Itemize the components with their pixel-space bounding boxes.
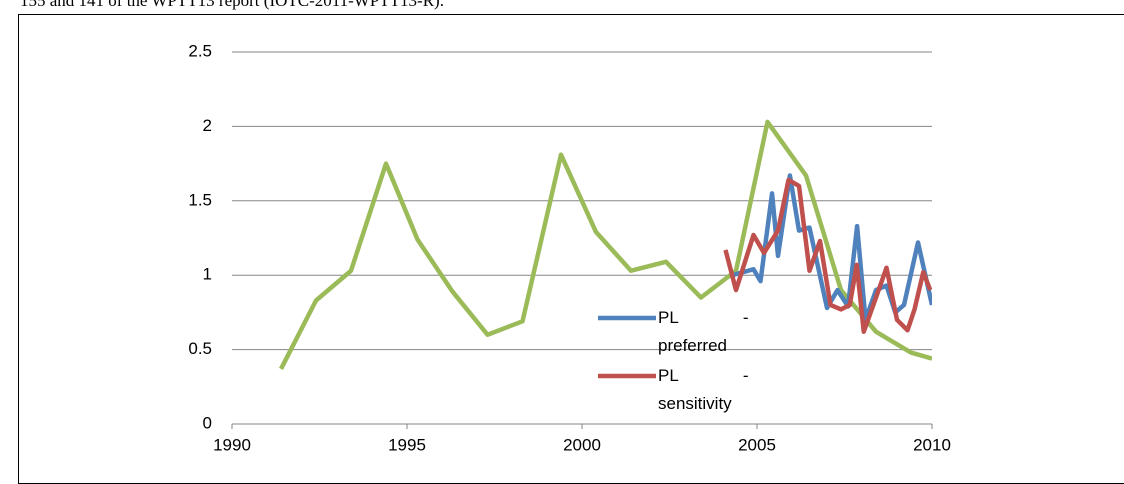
- document-text: 155 and 141 of the WPTT13 report (IOTC-2…: [20, 0, 444, 10]
- legend-label: PL - preferred: [658, 308, 749, 355]
- legend-label: PL - sensitivity: [658, 366, 749, 413]
- y-tick-label: 0.5: [188, 339, 212, 358]
- y-tick-label: 1.5: [188, 190, 212, 209]
- y-tick-label: 2.5: [188, 41, 212, 60]
- series-line: [723, 177, 932, 334]
- x-tick-label: 1995: [388, 435, 426, 454]
- x-tick-label: 1990: [213, 435, 251, 454]
- page: {"document_text": "155 and 141 of the WP…: [18, 0, 1124, 484]
- chart: 0 0.5 1 1.5 2 2.5 1990 1995 2000 2005 2010: [188, 41, 951, 454]
- x-tick-label: 2000: [563, 435, 601, 454]
- y-tick-label: 1: [203, 265, 212, 284]
- y-tick-label: 0: [203, 413, 212, 432]
- x-tick-label: 2010: [913, 435, 951, 454]
- y-tick-label: 2: [203, 116, 212, 135]
- plot-lines: [278, 119, 932, 370]
- x-tick-label: 2005: [738, 435, 776, 454]
- series-line: [278, 119, 932, 370]
